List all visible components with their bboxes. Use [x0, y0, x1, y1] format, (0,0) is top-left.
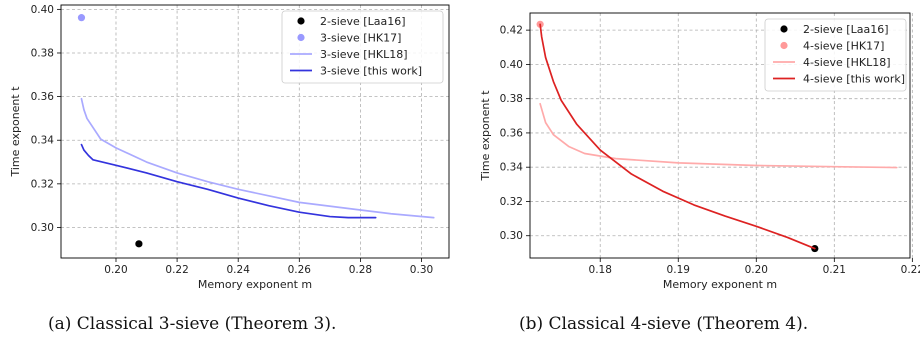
x-axis-label: Memory exponent m	[663, 278, 777, 291]
legend-box	[281, 10, 444, 84]
chart-b: 0.18 0.19 0.20 0.21 0.22 0.30 0.32 0.34 0.36 0.38…	[479, 12, 920, 291]
y-tick-label: 0.40	[31, 4, 54, 16]
series-line	[80, 143, 377, 219]
y-tick-label: 0.40	[500, 59, 523, 71]
x-tick-label: 0.30	[410, 264, 433, 276]
y-tick-label: 0.30	[31, 222, 54, 234]
plot-frame	[60, 4, 450, 259]
legend-label: 4-sieve [HKL18]	[803, 56, 891, 69]
legend-label: 4-sieve [this work]	[803, 73, 905, 86]
legend-label: 3-sieve [HK17]	[320, 32, 401, 45]
x-tick-label: 0.20	[745, 264, 768, 276]
x-axis-label: Memory exponent m	[198, 278, 312, 291]
legend: 2-sieve [Laa16] 4-sieve [HK17] 4-sieve [HK…	[764, 18, 907, 92]
caption-a: (a) Classical 3-sieve (Theorem 3).	[48, 314, 337, 334]
x-tick-label: 0.22	[165, 264, 188, 276]
x-tick-label: 0.20	[104, 264, 127, 276]
y-tick-label: 0.32	[500, 196, 523, 208]
chart-a: 0.20 0.22 0.24 0.26 0.28 0.30 0.30 0.32 0.34 0.36…	[9, 4, 450, 291]
y-tick-label: 0.38	[500, 93, 523, 105]
legend-marker-swatch	[297, 33, 305, 42]
x-tick-label: 0.19	[667, 264, 690, 276]
x-tick-label: 0.26	[288, 264, 312, 276]
legend-box	[764, 18, 907, 92]
y-tick-label: 0.34	[31, 135, 55, 147]
y-axis-label: Time exponent t	[479, 90, 492, 182]
x-tick-label: 0.22	[901, 264, 920, 276]
x-tick-label: 0.24	[227, 264, 251, 276]
y-tick-label: 0.42	[500, 25, 523, 37]
plot-frame	[529, 12, 911, 259]
series-line	[539, 23, 816, 250]
x-tick-label: 0.21	[823, 264, 846, 276]
y-tick-label: 0.38	[31, 47, 54, 59]
y-axis-label: Time exponent t	[9, 86, 22, 178]
legend-label: 2-sieve [Laa16]	[320, 15, 406, 28]
y-tick-label: 0.36	[31, 91, 55, 103]
x-tick-label: 0.18	[589, 264, 612, 276]
y-tick-label: 0.36	[500, 127, 524, 139]
series-point	[77, 14, 86, 22]
legend-marker-swatch	[780, 25, 788, 33]
legend-label: 2-sieve [Laa16]	[803, 23, 889, 36]
legend-label: 4-sieve [HK17]	[803, 40, 884, 53]
y-tick-label: 0.34	[500, 162, 524, 174]
series-line	[539, 102, 898, 169]
legend-label: 3-sieve [HKL18]	[320, 48, 408, 61]
legend-marker-swatch	[780, 41, 788, 50]
caption-b: (b) Classical 4-sieve (Theorem 4).	[519, 314, 809, 334]
legend: 2-sieve [Laa16] 3-sieve [HK17] 3-sieve [HK…	[281, 10, 444, 84]
series-point	[135, 240, 143, 248]
legend-label: 3-sieve [this work]	[320, 65, 422, 78]
y-tick-label: 0.32	[31, 178, 54, 190]
y-tick-label: 0.30	[500, 230, 523, 242]
series-line	[80, 97, 435, 219]
x-tick-label: 0.28	[349, 264, 372, 276]
legend-marker-swatch	[297, 17, 305, 25]
